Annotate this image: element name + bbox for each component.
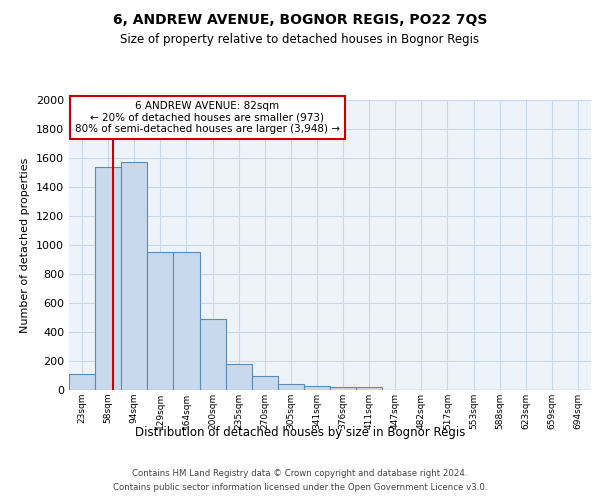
Bar [121,162,148,390]
Bar [278,384,304,390]
Y-axis label: Number of detached properties: Number of detached properties [20,158,31,332]
Text: Distribution of detached houses by size in Bognor Regis: Distribution of detached houses by size … [135,426,465,439]
Bar [226,364,252,390]
Bar [69,374,95,390]
Bar [95,166,121,390]
Text: Contains HM Land Registry data © Crown copyright and database right 2024.: Contains HM Land Registry data © Crown c… [132,468,468,477]
Bar [356,387,382,390]
Text: Contains public sector information licensed under the Open Government Licence v3: Contains public sector information licen… [113,484,487,492]
Text: 6 ANDREW AVENUE: 82sqm
← 20% of detached houses are smaller (973)
80% of semi-de: 6 ANDREW AVENUE: 82sqm ← 20% of detached… [75,101,340,134]
Text: Size of property relative to detached houses in Bognor Regis: Size of property relative to detached ho… [121,32,479,46]
Bar [173,252,199,390]
Bar [252,376,278,390]
Bar [199,319,226,390]
Bar [304,386,330,390]
Bar [148,252,173,390]
Text: 6, ANDREW AVENUE, BOGNOR REGIS, PO22 7QS: 6, ANDREW AVENUE, BOGNOR REGIS, PO22 7QS [113,12,487,26]
Bar [330,387,356,390]
